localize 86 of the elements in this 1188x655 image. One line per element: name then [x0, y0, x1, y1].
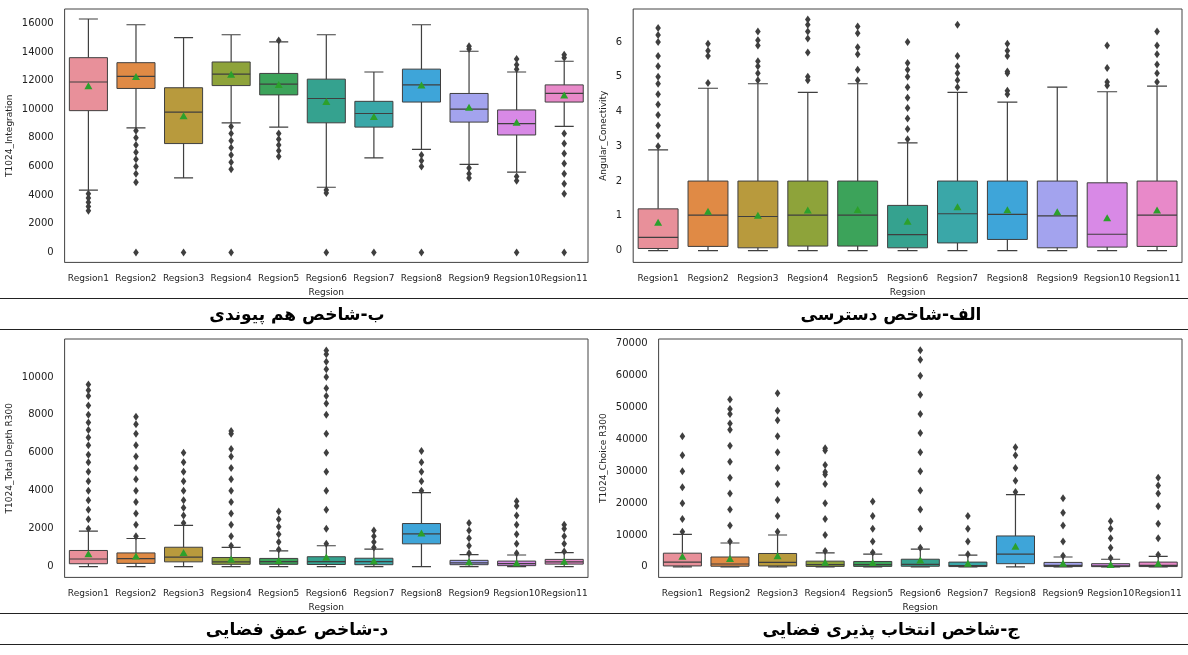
x-tick-label: Regsion5: [837, 273, 879, 284]
x-tick-label: Regsion5: [258, 273, 300, 284]
y-tick-label: 0: [47, 245, 54, 257]
x-tick-label: Regsion7: [947, 588, 989, 599]
x-axis-title: Regsion: [902, 601, 939, 612]
y-tick-label: 40000: [615, 432, 648, 444]
y-tick-label: 0: [47, 560, 54, 572]
x-tick-label: Regsion1: [637, 273, 679, 284]
x-tick-label: Regsion11: [540, 273, 588, 284]
x-tick-label: Regsion4: [787, 273, 829, 284]
x-tick-label: Regsion11: [1133, 273, 1181, 284]
x-tick-label: Regsion4: [210, 588, 253, 599]
x-tick-label: Regsion10: [1083, 273, 1131, 284]
x-tick-label: Regsion7: [936, 273, 979, 284]
y-tick-label: 4000: [28, 188, 54, 200]
y-tick-label: 5: [615, 70, 623, 82]
x-tick-label: Regsion7: [353, 273, 395, 284]
x-tick-label: Regsion10: [493, 588, 541, 599]
x-tick-label: Regsion2: [115, 588, 157, 599]
x-tick-label: Regsion5: [852, 588, 894, 599]
x-tick-label: Regsion3: [162, 273, 205, 284]
y-tick-label: 6: [615, 35, 623, 47]
y-tick-label: 10000: [615, 528, 648, 540]
x-tick-label: Regsion4: [804, 588, 847, 599]
x-tick-label: Regsion4: [210, 273, 253, 284]
x-tick-label: Regsion8: [400, 273, 443, 284]
y-tick-label: 70000: [615, 337, 648, 349]
x-tick-label: Regsion11: [540, 588, 588, 599]
y-tick-label: 10000: [21, 102, 54, 114]
x-tick-label: Regsion3: [162, 588, 205, 599]
x-tick-label: Regsion8: [400, 588, 443, 599]
y-tick-label: 2000: [28, 217, 54, 229]
x-tick-label: Regsion6: [305, 273, 348, 284]
x-tick-label: Regsion9: [1036, 273, 1079, 284]
x-tick-label: Regsion2: [687, 273, 729, 284]
x-axis-title: Regsion: [308, 601, 345, 612]
x-tick-label: Regsion7: [353, 588, 395, 599]
x-tick-label: Regsion1: [67, 273, 110, 284]
y-tick-label: 4000: [28, 484, 54, 496]
y-axis-title: Angular_Conectivity: [597, 89, 608, 181]
x-tick-label: Regsion2: [709, 588, 751, 599]
text: ج-شاخص انتخاب پذیری فضایی: [594, 613, 1188, 645]
x-tick-label: Regsion3: [756, 588, 799, 599]
y-tick-label: 60000: [615, 369, 648, 381]
text: د-شاخص عمق فضایی: [0, 613, 594, 645]
x-tick-label: Regsion5: [258, 588, 300, 599]
text: ب-شاخص هم پیوندی: [0, 298, 594, 330]
y-tick-label: 10000: [21, 370, 54, 382]
x-tick-label: Regsion2: [115, 273, 157, 284]
x-axis-title: Regsion: [308, 286, 345, 297]
x-tick-label: Regsion1: [661, 588, 704, 599]
y-axis-title: T1024_Integration: [3, 94, 14, 178]
y-tick-label: 6000: [28, 446, 54, 458]
x-tick-label: Regsion6: [899, 588, 942, 599]
y-tick-label: 20000: [615, 496, 648, 508]
x-tick-label: Regsion10: [1087, 588, 1135, 599]
y-tick-label: 6000: [28, 160, 54, 172]
x-tick-label: Regsion3: [737, 273, 779, 284]
x-tick-label: Regsion8: [986, 273, 1029, 284]
y-tick-label: 2000: [28, 522, 54, 534]
x-tick-label: Regsion11: [1134, 588, 1182, 599]
y-axis-title: T1024_Total Depth R300: [3, 402, 14, 515]
y-tick-label: 8000: [28, 131, 54, 143]
y-tick-label: 3: [615, 139, 623, 151]
x-tick-label: Regsion9: [448, 273, 490, 284]
y-tick-label: 8000: [28, 408, 54, 420]
y-tick-label: 1: [615, 209, 623, 221]
y-tick-label: 2: [615, 174, 623, 186]
x-tick-label: Regsion6: [305, 588, 348, 599]
y-tick-label: 0: [641, 560, 648, 572]
y-tick-label: 14000: [21, 45, 54, 57]
x-tick-label: Regsion1: [67, 588, 110, 599]
x-tick-label: Regsion8: [994, 588, 1037, 599]
x-tick-label: Regsion9: [448, 588, 490, 599]
y-tick-label: 16000: [21, 16, 54, 28]
y-tick-label: 4: [615, 105, 623, 117]
x-axis-title: Regsion: [889, 286, 926, 297]
x-tick-label: Regsion6: [886, 273, 929, 284]
y-tick-label: 0: [615, 244, 623, 256]
y-tick-label: 30000: [615, 464, 648, 476]
y-tick-label: 12000: [21, 74, 54, 86]
y-axis-title: T1024_Choice R300: [597, 413, 608, 505]
x-tick-label: Regsion9: [1042, 588, 1084, 599]
x-tick-label: Regsion10: [493, 273, 541, 284]
text: الف-شاخص دسترسی: [594, 298, 1188, 330]
y-tick-label: 50000: [615, 401, 648, 413]
